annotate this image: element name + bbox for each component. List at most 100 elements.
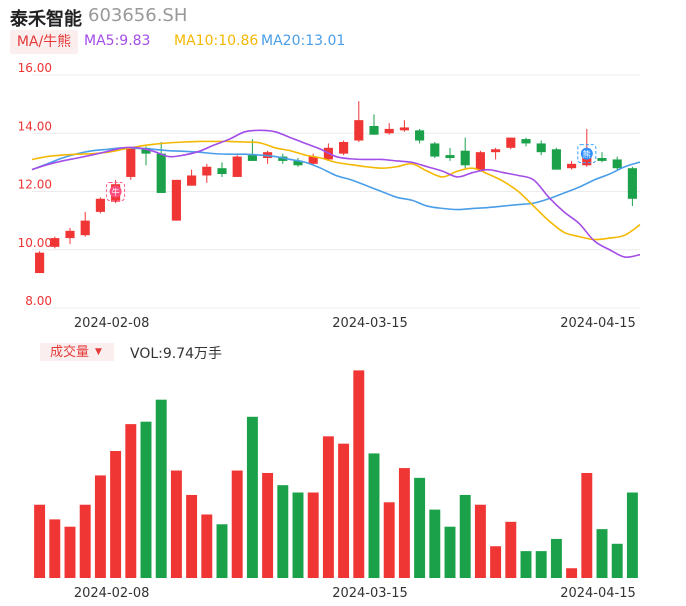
ma5-label: MA5:9.83 (84, 33, 151, 49)
volume-bar (596, 529, 608, 578)
volume-bar (611, 543, 623, 578)
volume-bar (338, 443, 350, 578)
ma-indicator-button[interactable]: MA/牛熊 (10, 30, 78, 54)
candle-body (232, 156, 242, 177)
candle-body (521, 139, 531, 144)
volume-date-label: 2024-02-08 (74, 586, 150, 601)
price-date-label: 2024-02-08 (74, 316, 150, 331)
volume-bar (125, 424, 137, 578)
candle-body (247, 155, 257, 161)
volume-bar (535, 551, 547, 578)
volume-bar (186, 494, 198, 578)
volume-bar (79, 504, 91, 578)
candle-body (415, 130, 425, 141)
candle-body (369, 125, 379, 135)
volume-bar (490, 546, 502, 578)
y-tick-label: 14.00 (18, 119, 52, 133)
candle-body (491, 149, 501, 153)
volume-bar (231, 470, 243, 578)
volume-bar (566, 568, 578, 578)
volume-bar (520, 551, 532, 578)
volume-bar (626, 492, 638, 578)
volume-bar (307, 492, 319, 578)
candle-body (339, 141, 349, 154)
volume-bar (64, 526, 76, 578)
candle-body (65, 230, 75, 239)
dropdown-arrow-icon: ▼ (95, 347, 102, 357)
volume-value: VOL:9.74万手 (130, 346, 223, 362)
volume-bar (505, 521, 517, 578)
stock-code: 603656.SH (88, 5, 188, 26)
candle-body (612, 159, 622, 169)
candle-body (202, 166, 212, 176)
candle-body (399, 127, 409, 131)
marker-label: 熊 (583, 149, 591, 159)
candle-body (354, 120, 364, 141)
volume-bar (292, 492, 304, 578)
volume-bar (155, 399, 167, 578)
ma20-label: MA20:13.01 (261, 33, 346, 49)
candle-body (627, 168, 637, 199)
volume-button-label: 成交量 (50, 345, 90, 360)
volume-bar (246, 416, 258, 578)
marker-frame (577, 144, 597, 164)
candle-body (171, 179, 181, 221)
volume-bar (581, 472, 593, 578)
volume-indicator-button[interactable]: 成交量 ▼ (40, 343, 114, 361)
candle-body (126, 147, 136, 177)
stock-name: 泰禾智能 (10, 9, 82, 30)
volume-bar (550, 538, 562, 578)
volume-bar (414, 477, 426, 578)
bull-marker: 牛 (106, 182, 126, 201)
candle-body (80, 220, 90, 236)
marker-label: 牛 (112, 187, 120, 197)
volume-bar (383, 502, 395, 578)
price-date-label: 2024-03-15 (332, 316, 408, 331)
y-tick-label: 16.00 (18, 61, 52, 75)
volume-bar (110, 450, 122, 578)
volume-bar (49, 519, 61, 578)
volume-bar (353, 370, 365, 578)
candle-body (217, 168, 227, 175)
volume-bar (322, 436, 334, 578)
volume-date-label: 2024-04-15 (560, 586, 636, 601)
candle-body (536, 143, 546, 153)
candle-body (460, 150, 470, 166)
volume-bar (140, 421, 152, 578)
volume-bar (474, 504, 486, 578)
price-date-label: 2024-04-15 (560, 316, 636, 331)
candle-body (308, 156, 318, 164)
volume-bar (277, 485, 289, 578)
volume-bar (201, 514, 213, 578)
candle-body (597, 158, 607, 161)
candle-body (506, 137, 516, 148)
candle-body (445, 155, 455, 159)
volume-bar (459, 494, 471, 578)
candle-body (384, 128, 394, 134)
ma10-label: MA10:10.86 (174, 33, 259, 49)
y-tick-label: 10.00 (18, 236, 52, 250)
candle-body (567, 163, 577, 169)
candle-body (430, 143, 440, 157)
volume-bar (94, 475, 106, 578)
marker-frame (106, 182, 126, 201)
volume-bar (34, 504, 46, 578)
candle-body (95, 198, 105, 212)
marker-dot (109, 185, 122, 198)
candle-body (50, 238, 60, 247)
candle-body (551, 149, 561, 170)
volume-bar (398, 468, 410, 578)
candle-body (35, 252, 45, 274)
candle-body (293, 160, 303, 166)
candle-body (475, 152, 485, 170)
volume-bar (262, 472, 274, 578)
candle-body (156, 153, 166, 193)
volume-bar (429, 509, 441, 578)
ma5-line (31, 129, 641, 258)
volume-bar (368, 453, 380, 578)
volume-date-label: 2024-03-15 (332, 586, 408, 601)
volume-bar (170, 470, 182, 578)
candle-body (141, 147, 151, 154)
candle-body (582, 155, 592, 166)
